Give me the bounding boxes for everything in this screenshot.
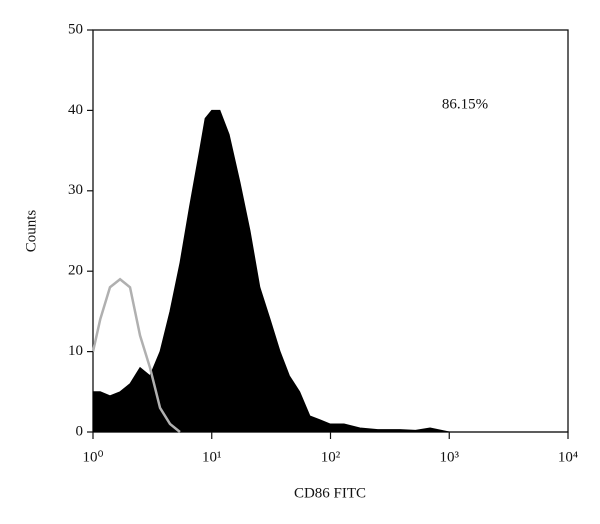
y-axis-label: Counts <box>23 210 39 253</box>
x-tick-label: 10⁴ <box>558 449 578 465</box>
y-tick-label: 50 <box>68 21 83 37</box>
y-tick-label: 0 <box>76 423 84 439</box>
x-tick-label: 10⁰ <box>82 449 103 465</box>
x-tick-label: 10¹ <box>202 449 222 465</box>
histogram-area <box>92 109 568 433</box>
histogram-outline <box>91 277 181 433</box>
y-tick-label: 20 <box>68 263 83 279</box>
x-tick-label: 10² <box>321 449 341 465</box>
y-tick-label: 40 <box>68 102 83 118</box>
y-tick-label: 10 <box>68 343 83 359</box>
x-tick-label: 10³ <box>440 449 460 465</box>
annotation: 86.15% <box>442 96 488 112</box>
x-axis-label: CD86 FITC <box>294 485 366 501</box>
y-tick-label: 30 <box>68 182 83 198</box>
